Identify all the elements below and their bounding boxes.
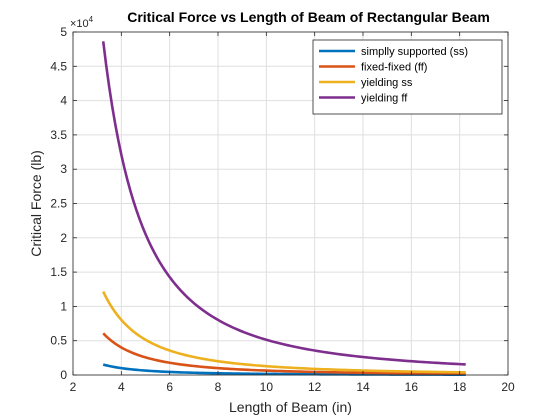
series-line [101,41,466,366]
x-tick-label: 14 [356,380,370,394]
legend-label: simplly supported (ss) [361,46,468,58]
legend-entry: yielding ss [319,77,413,89]
axis-ticks [72,31,509,376]
x-tick-labels: 2 4 6 8 10 12 14 16 18 20 [70,380,515,394]
legend-entry: fixed-fixed (ff) [319,62,427,74]
legend-label: yielding ss [361,77,413,89]
x-tick-label: 16 [405,380,419,394]
y-tick-label: 0 [60,368,67,382]
y-tick-label: 1.5 [50,265,67,279]
series-line [102,332,466,375]
y-tick-label: 3.5 [50,128,67,142]
y-axis-label: Critical Force (lb) [28,150,44,257]
legend-entry: yielding ff [319,93,408,105]
series-1 [102,363,466,376]
x-tick-label: 2 [70,380,77,394]
y-tick-label: 4 [60,94,67,108]
y-tick-label: 1 [60,299,67,313]
x-tick-label: 6 [166,380,173,394]
legend-label: fixed-fixed (ff) [361,62,427,74]
y-tick-label: 2 [60,231,67,245]
legend-entry: simplly supported (ss) [319,46,468,58]
y-tick-label: 2.5 [50,197,67,211]
y-multiplier-exponent: 4 [89,15,94,24]
y-tick-label: 0.5 [50,334,67,348]
y-tick-label: 4.5 [50,59,67,73]
chart-title: Critical Force vs Length of Beam of Rect… [127,9,490,25]
x-tick-label: 8 [215,380,222,394]
y-multiplier-label: ×104 [70,15,94,30]
x-tick-label: 4 [118,380,125,394]
y-tick-label: 5 [60,25,67,39]
series-2 [102,332,466,375]
y-tick-label: 3 [60,162,67,176]
legend-box [312,39,503,115]
x-tick-label: 10 [260,380,274,394]
x-tick-label: 18 [453,380,467,394]
series-layer [101,41,466,376]
series-line [102,363,466,376]
series-4 [101,41,466,366]
x-axis-label: Length of Beam (in) [229,399,352,415]
x-tick-label: 12 [308,380,322,394]
y-multiplier-base: ×10 [70,18,89,30]
series-3 [102,291,466,374]
x-tick-label: 20 [501,380,515,394]
legend: simplly supported (ss) fixed-fixed (ff) yi… [312,39,503,115]
legend-label: yielding ff [361,93,408,105]
series-line [102,291,466,374]
y-tick-labels: 0 0.5 1 1.5 2 2.5 3 3.5 4 4.5 5 [50,25,67,382]
